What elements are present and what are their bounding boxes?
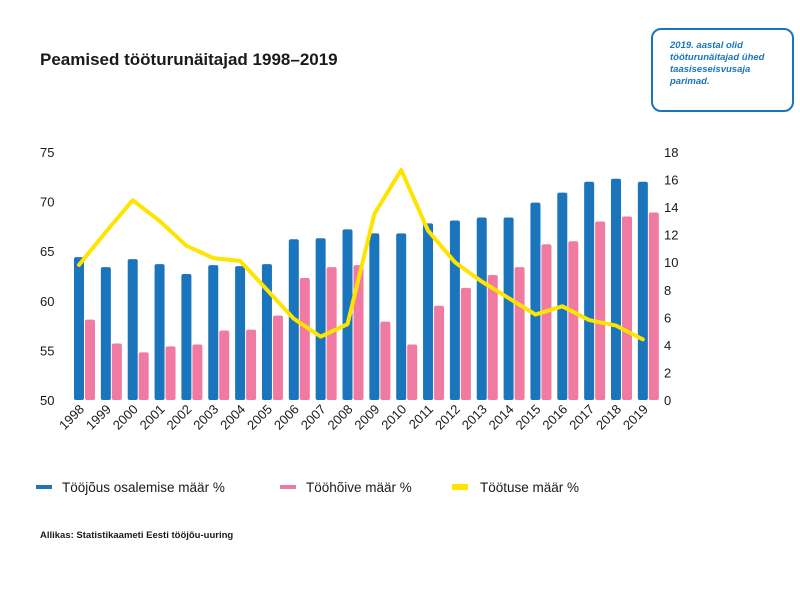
bar-employment (353, 265, 364, 400)
line-series (77, 167, 645, 342)
left-tick-label: 60 (40, 294, 54, 309)
bar-participation (584, 181, 595, 400)
x-tick-label: 1998 (56, 402, 87, 433)
legend-label-employment: Tööhõive määr % (306, 480, 412, 495)
bar-participation (181, 274, 192, 400)
legend-swatch-employment (280, 485, 296, 489)
bar-employment (380, 321, 391, 400)
bar-employment (246, 329, 257, 400)
left-tick-label: 50 (40, 393, 54, 408)
right-axis: 0 2 4 6 8 10 12 14 16 18 (664, 145, 678, 408)
x-axis: 1998199920002001200220032004200520062007… (56, 402, 651, 433)
x-tick-label: 2007 (298, 402, 329, 433)
x-tick-label: 2010 (378, 402, 409, 433)
x-tick-label: 2001 (137, 402, 168, 433)
bar-participation (449, 220, 460, 400)
bar-employment (487, 275, 498, 400)
bar-employment (192, 344, 203, 400)
bar-participation (208, 265, 219, 400)
x-tick-label: 2000 (110, 402, 141, 433)
bar-employment (434, 305, 445, 400)
x-tick-label: 2018 (593, 402, 624, 433)
right-tick-label: 8 (664, 283, 671, 298)
x-tick-label: 2008 (325, 402, 356, 433)
bar-participation (637, 181, 648, 400)
legend-label-participation: Tööjõus osalemise määr % (62, 480, 225, 495)
x-tick-label: 2011 (406, 402, 436, 432)
legend-swatch-participation (36, 485, 52, 489)
bar-participation (503, 217, 514, 400)
right-tick-label: 18 (664, 145, 678, 160)
right-tick-label: 6 (664, 310, 671, 325)
bar-employment (272, 315, 283, 400)
x-tick-label: 2012 (432, 402, 463, 433)
bar-participation (74, 257, 84, 400)
bar-employment (514, 267, 525, 400)
x-tick-label: 2019 (620, 402, 651, 433)
bar-participation (611, 178, 621, 400)
right-tick-label: 10 (664, 255, 678, 270)
right-tick-label: 16 (664, 173, 678, 188)
bar-participation (557, 192, 568, 400)
x-tick-label: 2006 (271, 402, 302, 433)
bar-employment (407, 344, 418, 400)
x-tick-label: 2017 (566, 402, 597, 433)
right-tick-label: 14 (664, 200, 678, 215)
x-tick-label: 2014 (486, 402, 517, 433)
x-tick-label: 2003 (190, 402, 221, 433)
bar-employment (299, 277, 310, 400)
bar-participation (396, 233, 407, 400)
source-note: Allikas: Statistikaameti Eesti tööjõu-uu… (40, 530, 234, 541)
right-tick-label: 4 (664, 338, 671, 353)
bar-participation (235, 266, 246, 400)
bar-employment (622, 216, 632, 400)
left-tick-label: 65 (40, 244, 54, 259)
legend-swatch-unemployment (452, 484, 468, 490)
x-tick-label: 2004 (217, 402, 248, 433)
x-tick-label: 2013 (459, 402, 490, 433)
bar-participation (369, 233, 380, 400)
bar-participation (476, 217, 487, 400)
legend: Tööjõus osalemise määr % Tööhõive määr %… (36, 480, 579, 495)
bar-employment (138, 352, 149, 400)
left-tick-label: 70 (40, 195, 54, 210)
bar-employment (111, 343, 122, 400)
bar-employment (648, 212, 659, 400)
left-axis: 50 55 60 65 70 75 (40, 145, 54, 408)
left-tick-label: 75 (40, 145, 54, 160)
bar-participation (530, 202, 541, 400)
bar-participation (100, 267, 111, 400)
bar-employment (595, 221, 606, 400)
bar-employment (219, 330, 230, 400)
left-tick-label: 55 (40, 343, 54, 358)
x-tick-label: 2009 (351, 402, 382, 433)
line-unemployment (77, 167, 645, 342)
bar-participation (154, 264, 165, 400)
chart-title: Peamised tööturunäitajad 1998–2019 (40, 50, 338, 69)
right-tick-label: 12 (664, 228, 678, 243)
legend-label-unemployment: Töötuse määr % (480, 480, 579, 495)
bar-participation (261, 264, 272, 400)
right-tick-label: 0 (664, 393, 671, 408)
x-tick-label: 1999 (83, 402, 114, 433)
right-tick-label: 2 (664, 365, 671, 380)
bar-employment (568, 241, 579, 400)
bar-employment (460, 287, 471, 400)
bar-participation (315, 238, 326, 400)
bar-participation (423, 223, 434, 400)
x-tick-label: 2016 (539, 402, 570, 433)
x-tick-label: 2015 (513, 402, 544, 433)
bar-participation (342, 229, 353, 400)
bar-participation (127, 259, 138, 400)
annotation-box: 2019. aastal olid tööturunäitajad ühed t… (651, 28, 794, 112)
x-tick-label: 2005 (244, 402, 275, 433)
bar-employment (165, 346, 176, 400)
bars (74, 178, 659, 400)
x-tick-label: 2002 (163, 402, 194, 433)
bar-employment (541, 244, 552, 400)
bar-employment (85, 319, 95, 400)
